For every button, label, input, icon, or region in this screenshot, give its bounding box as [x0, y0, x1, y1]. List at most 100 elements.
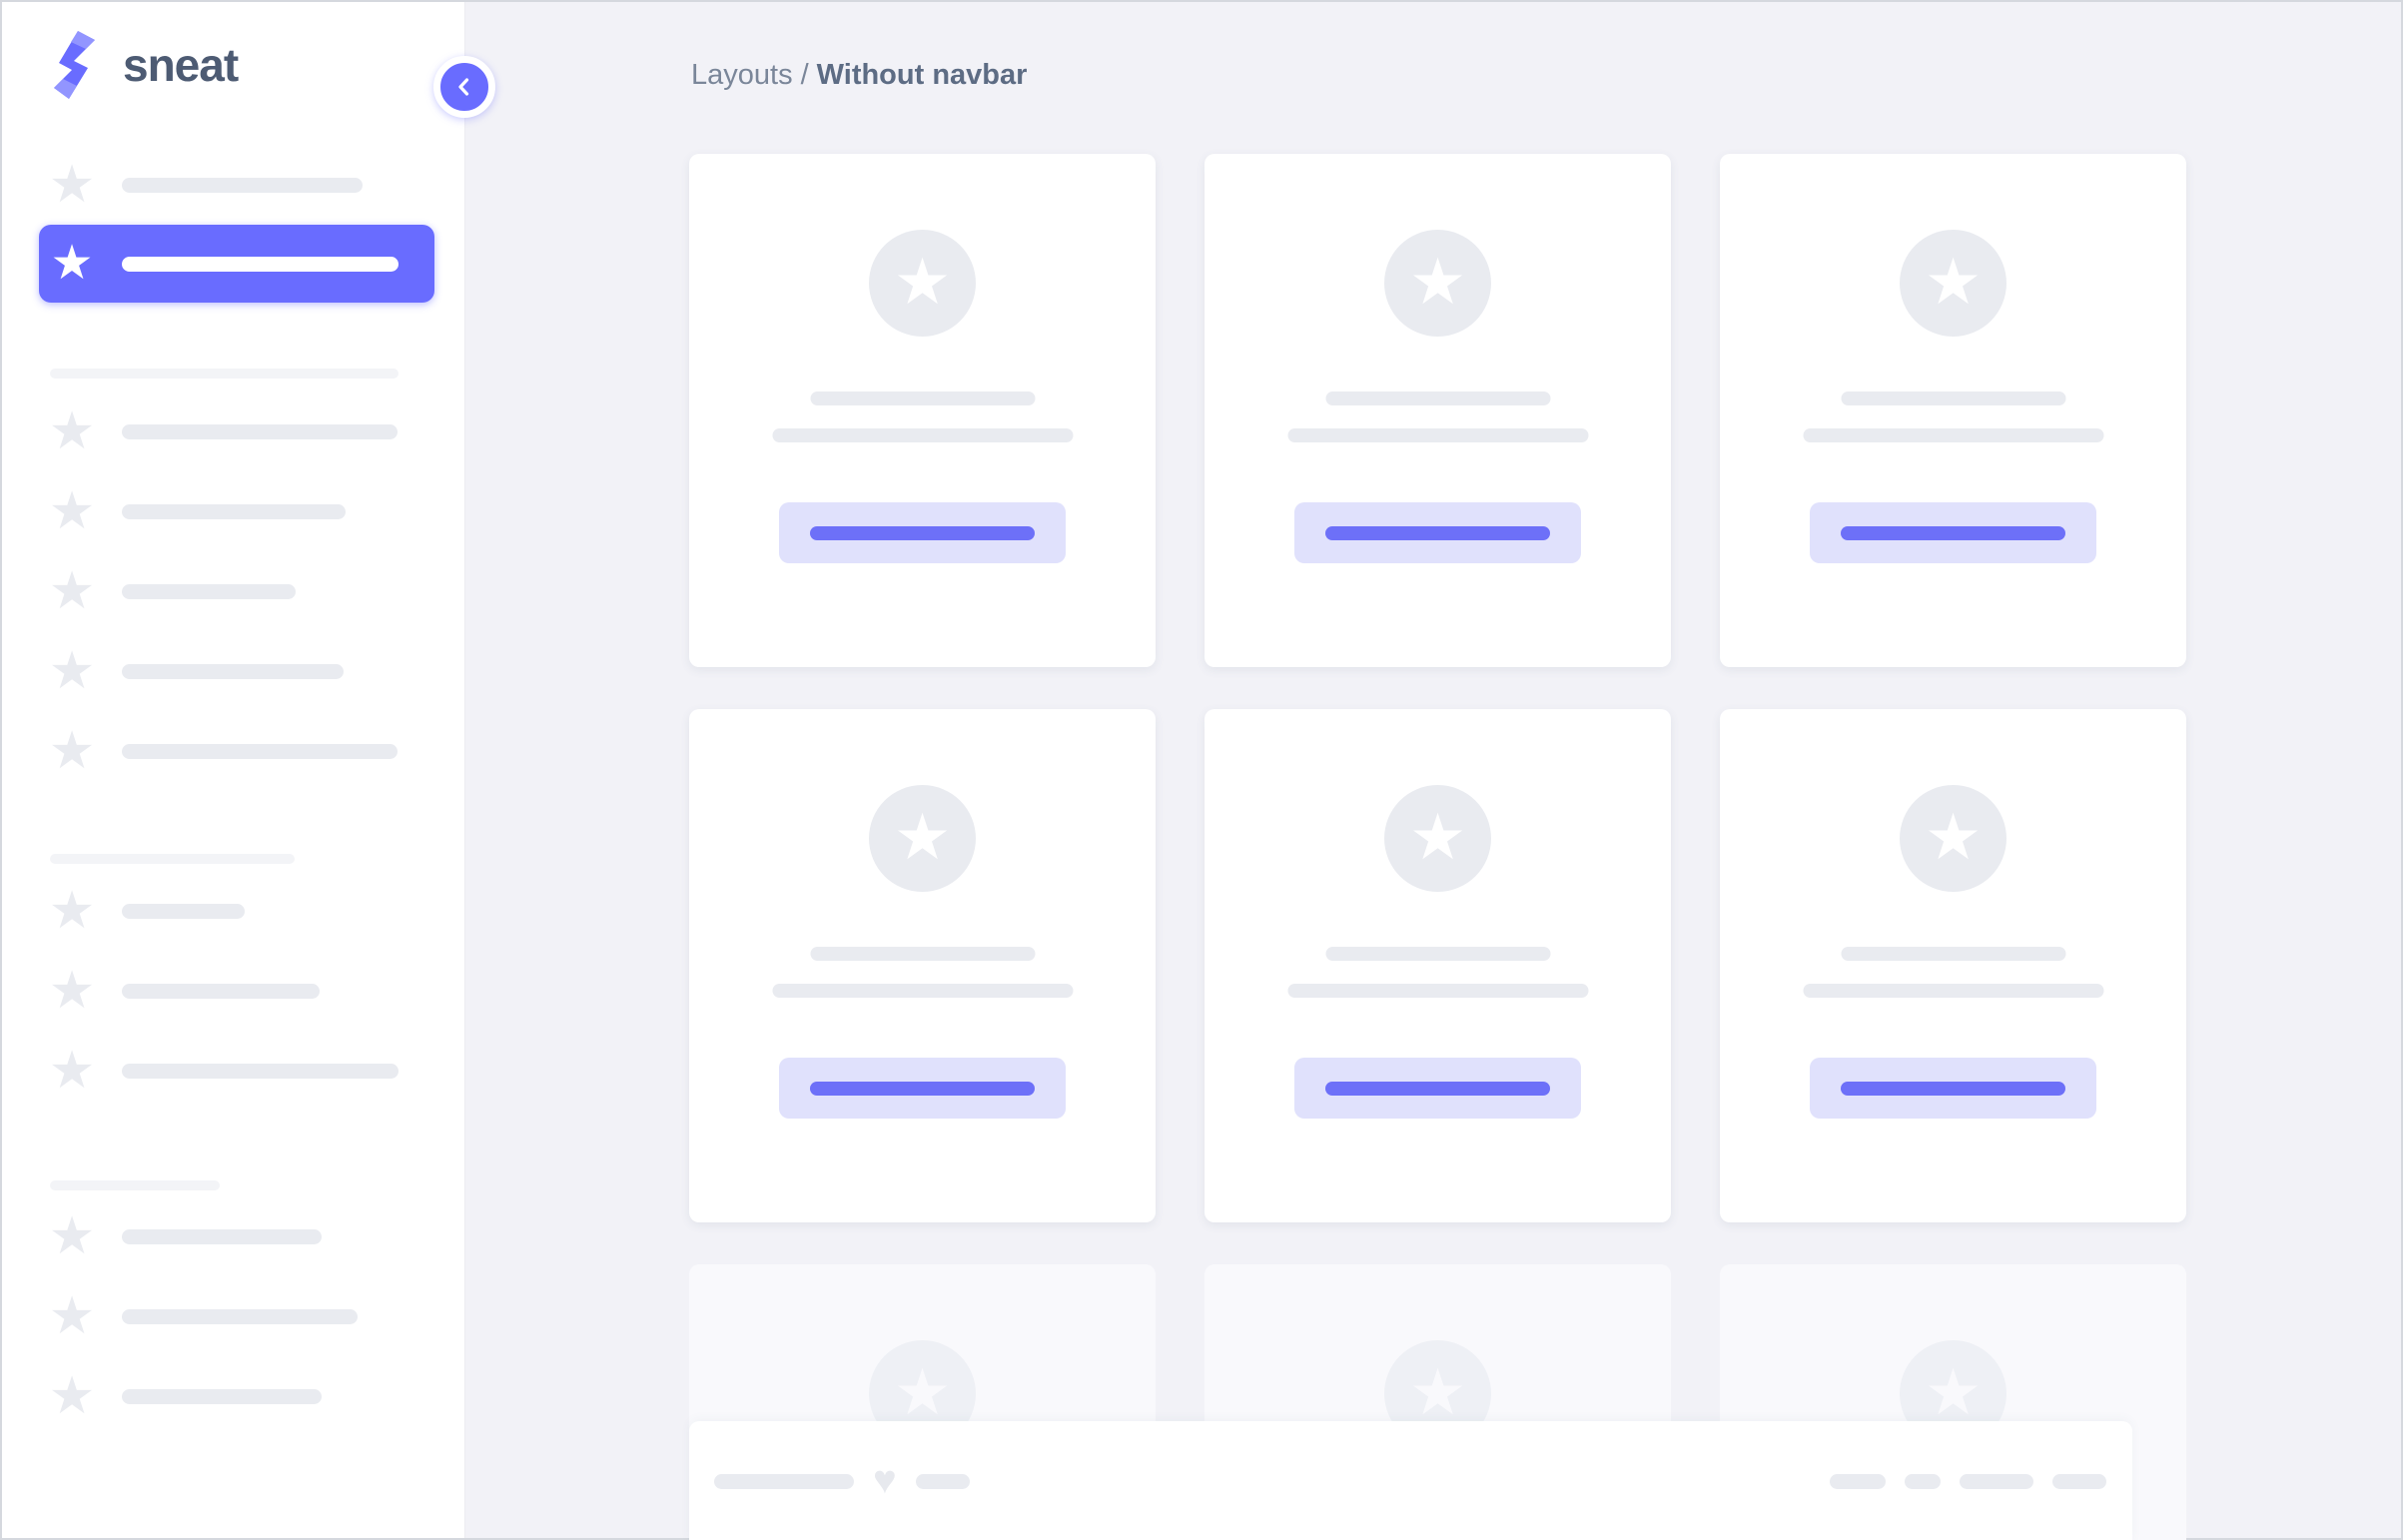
avatar-placeholder: ★ — [1900, 785, 2006, 892]
star-icon: ★ — [893, 245, 952, 318]
star-icon: ★ — [50, 237, 94, 290]
text-line-placeholder — [1803, 984, 2103, 998]
star-icon: ★ — [48, 1367, 96, 1425]
sidebar-item-label-placeholder — [122, 583, 296, 599]
breadcrumb-section-link[interactable]: Layouts — [691, 59, 793, 91]
text-line-placeholder — [772, 428, 1073, 442]
sidebar-item[interactable]: ★ — [2, 391, 464, 471]
button-label-placeholder — [1841, 1081, 2065, 1096]
sidebar-item[interactable]: ★ — [2, 631, 464, 711]
sidebar-item-label-placeholder — [122, 903, 245, 919]
breadcrumb-separator: / — [800, 59, 809, 91]
star-icon: ★ — [48, 882, 96, 940]
sidebar-section-placeholder — [50, 369, 399, 379]
card-button-skeleton[interactable] — [1294, 502, 1581, 563]
sidebar-item[interactable]: ★ — [2, 1196, 464, 1276]
star-icon: ★ — [1924, 1355, 1983, 1428]
sidebar-item-active[interactable]: ★ — [39, 225, 434, 303]
button-label-placeholder — [1325, 1081, 1550, 1096]
card-skeleton: ★ — [689, 154, 1156, 667]
sidebar-item-label-placeholder — [122, 1063, 399, 1079]
button-label-placeholder — [810, 525, 1035, 540]
footer-left-group: ♥ — [714, 1421, 970, 1540]
text-line-placeholder — [772, 984, 1073, 998]
sidebar-collapse-button[interactable] — [433, 56, 495, 118]
star-icon: ★ — [1924, 245, 1983, 318]
sidebar-section-placeholder — [50, 1180, 220, 1190]
footer-text-placeholder — [915, 1474, 970, 1489]
star-icon: ★ — [48, 156, 96, 214]
text-line-placeholder — [810, 391, 1035, 405]
sidebar: sneat ★ ★ ★ ★ ★ ★ ★ ★ ★ ★ ★ ★ ★ — [2, 2, 495, 1538]
sidebar-item[interactable]: ★ — [2, 147, 464, 223]
footer-link-placeholder — [1905, 1474, 1941, 1489]
star-icon: ★ — [48, 642, 96, 700]
chevron-left-icon — [458, 78, 469, 96]
card-skeleton: ★ — [1204, 709, 1671, 1222]
button-label-placeholder — [1325, 525, 1550, 540]
heart-icon: ♥ — [873, 1457, 897, 1502]
sneat-logo-icon — [54, 31, 95, 99]
sidebar-item-label-placeholder — [122, 177, 363, 193]
sidebar-item[interactable]: ★ — [2, 551, 464, 631]
sidebar-item-label-placeholder — [122, 983, 320, 999]
star-icon: ★ — [1408, 1355, 1467, 1428]
card-skeleton: ★ — [689, 709, 1156, 1222]
sidebar-item-label-placeholder — [122, 423, 398, 439]
footer: ♥ — [689, 1421, 2132, 1540]
sidebar-item[interactable]: ★ — [2, 1356, 464, 1436]
card-button-skeleton[interactable] — [1810, 1058, 2096, 1119]
sidebar-item[interactable]: ★ — [2, 471, 464, 551]
text-line-placeholder — [1841, 391, 2065, 405]
app-title: sneat — [123, 39, 239, 91]
sidebar-item-label-placeholder — [122, 1228, 322, 1244]
sidebar-item-label-placeholder — [122, 1308, 358, 1324]
sidebar-item-label-placeholder — [122, 1388, 322, 1404]
card-button-skeleton[interactable] — [1294, 1058, 1581, 1119]
card-button-skeleton[interactable] — [779, 502, 1066, 563]
star-icon: ★ — [1924, 800, 1983, 873]
card-button-skeleton[interactable] — [1810, 502, 2096, 563]
star-icon: ★ — [48, 1042, 96, 1100]
sidebar-item[interactable]: ★ — [2, 1276, 464, 1356]
text-line-placeholder — [1325, 391, 1550, 405]
sidebar-item-label-placeholder — [122, 743, 398, 759]
text-line-placeholder — [1287, 984, 1588, 998]
text-line-placeholder — [1841, 947, 2065, 961]
star-icon: ★ — [48, 962, 96, 1020]
button-label-placeholder — [1841, 525, 2065, 540]
sidebar-item[interactable]: ★ — [2, 1031, 464, 1111]
avatar-placeholder: ★ — [869, 785, 976, 892]
sidebar-item-label-placeholder — [122, 256, 399, 272]
star-icon: ★ — [48, 1207, 96, 1265]
star-icon: ★ — [48, 402, 96, 460]
breadcrumb-current: Without navbar — [816, 59, 1028, 91]
text-line-placeholder — [1803, 428, 2103, 442]
card-skeleton: ★ — [1720, 709, 2186, 1222]
sidebar-section-placeholder — [50, 854, 295, 864]
breadcrumb: Layouts / Without navbar — [691, 59, 1027, 91]
sidebar-item-label-placeholder — [122, 663, 344, 679]
main-content: Layouts / Without navbar ★ ★ ★ ★ ★ ★ ★ ★ ★ ♥ — [465, 2, 2401, 1540]
sidebar-item[interactable]: ★ — [2, 711, 464, 791]
star-icon: ★ — [893, 1355, 952, 1428]
avatar-placeholder: ★ — [1384, 785, 1491, 892]
avatar-placeholder: ★ — [869, 230, 976, 337]
star-icon: ★ — [1408, 245, 1467, 318]
sidebar-item[interactable]: ★ — [2, 951, 464, 1031]
app-brand[interactable]: sneat — [47, 30, 239, 100]
avatar-placeholder: ★ — [1384, 230, 1491, 337]
card-skeleton: ★ — [1720, 154, 2186, 667]
footer-link-placeholder — [2052, 1474, 2106, 1489]
text-line-placeholder — [1325, 947, 1550, 961]
card-skeleton: ★ — [1204, 154, 1671, 667]
text-line-placeholder — [1287, 428, 1588, 442]
sidebar-item[interactable]: ★ — [2, 871, 464, 951]
star-icon: ★ — [893, 800, 952, 873]
star-icon: ★ — [48, 562, 96, 620]
footer-link-placeholder — [1830, 1474, 1886, 1489]
footer-text-placeholder — [714, 1474, 854, 1489]
card-button-skeleton[interactable] — [779, 1058, 1066, 1119]
star-icon: ★ — [48, 1287, 96, 1345]
